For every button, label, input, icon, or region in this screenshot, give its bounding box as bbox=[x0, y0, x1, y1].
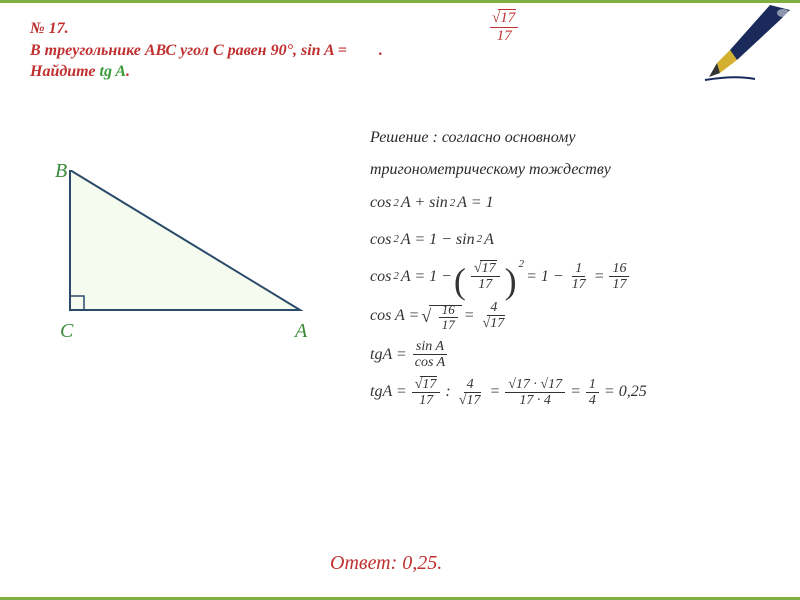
equation-3: cos2 A = 1 − ( 17 17 )2 = 1 − 1 17 = 16 … bbox=[370, 261, 770, 293]
eq3-exp: 2 bbox=[393, 266, 399, 287]
eq3-arg: A = 1 − bbox=[401, 262, 452, 292]
eq6-f1: 17 17 bbox=[412, 377, 441, 409]
eq4-f2d: 17 bbox=[488, 315, 505, 331]
equation-2: cos2 A = 1 − sin2 A bbox=[370, 225, 770, 255]
eq3-f1d: 17 bbox=[475, 277, 495, 292]
eq6-eq1: = bbox=[489, 377, 500, 407]
eq3-f1n: 17 bbox=[480, 260, 497, 276]
eq4-frac2: 4 17 bbox=[480, 300, 509, 332]
eq2-exp1: 2 bbox=[393, 229, 399, 250]
problem-number: № 17. bbox=[30, 20, 69, 37]
eq6-f1n: 17 bbox=[420, 376, 437, 392]
eq2-cos: cos bbox=[370, 225, 391, 255]
equation-6: tgA = 17 17 : 4 17 = √17 · √17 17 · 4 = … bbox=[370, 377, 770, 409]
eq3-f3d: 17 bbox=[609, 277, 629, 292]
eq4-frac1: 16 17 bbox=[439, 303, 458, 333]
triangle-diagram: B C A bbox=[40, 170, 320, 370]
eq6-f1d: 17 bbox=[416, 393, 436, 408]
tg-a-label: tg A bbox=[100, 63, 127, 80]
equation-5: tgA = sin A cos A bbox=[370, 339, 770, 371]
eq2-exp2: 2 bbox=[477, 229, 483, 250]
eq3-f2n: 1 bbox=[572, 261, 585, 277]
eq2-arg2: A bbox=[484, 225, 494, 255]
triangle-svg bbox=[40, 170, 320, 350]
eq3-f2d: 17 bbox=[569, 277, 589, 292]
eq1-exp1: 2 bbox=[393, 193, 399, 214]
eq3-eq: = bbox=[594, 262, 605, 292]
problem-line1a: В треугольнике АВС угол С равен 90°, sin… bbox=[30, 42, 347, 59]
eq4-eq: = bbox=[464, 301, 475, 331]
eq6-eq2: = bbox=[570, 377, 581, 407]
eq5-frac: sin A cos A bbox=[412, 339, 448, 371]
triangle-shape bbox=[70, 170, 300, 310]
eq5-lhs: tgA = bbox=[370, 340, 407, 370]
eq6-f4n: 1 bbox=[586, 377, 599, 393]
eq3-f3n: 16 bbox=[609, 261, 629, 277]
problem-statement: № 17. В треугольнике АВС угол С равен 90… bbox=[30, 18, 550, 83]
eq6-f3d: 17 · 4 bbox=[516, 393, 554, 408]
eq6-eq3: = 0,25 bbox=[604, 377, 647, 407]
vertex-b-label: B bbox=[55, 160, 67, 183]
eq6-f3n: √17 · √17 bbox=[505, 377, 565, 393]
eq3-paren-exp: 2 bbox=[519, 254, 525, 275]
eq4-pre: cos A = bbox=[370, 301, 419, 331]
eq6-f3: √17 · √17 17 · 4 bbox=[505, 377, 565, 409]
eq5-n: sin A bbox=[413, 339, 447, 355]
eq6-f4d: 4 bbox=[586, 393, 599, 408]
eq6-lhs: tgA = bbox=[370, 377, 407, 407]
eq6-f2: 4 17 bbox=[456, 377, 485, 409]
sin-num-radicand: 17 bbox=[498, 9, 516, 26]
eq4-rn: 16 bbox=[439, 303, 458, 318]
eq3-frac2: 1 17 bbox=[569, 261, 589, 293]
eq6-f2d: 17 bbox=[464, 392, 481, 408]
solution-intro1: Решение : согласно основному bbox=[370, 125, 770, 151]
problem-line2b: . bbox=[126, 63, 130, 80]
sin-denominator: 17 bbox=[490, 28, 518, 45]
vertex-c-label: C bbox=[60, 320, 73, 343]
eq1-arg2: A = 1 bbox=[457, 188, 493, 218]
eq1-exp2: 2 bbox=[450, 193, 456, 214]
eq4-f2n: 4 bbox=[487, 300, 500, 316]
eq2-arg1: A = 1 − sin bbox=[401, 225, 475, 255]
eq6-f4: 1 4 bbox=[586, 377, 599, 409]
eq6-f2n: 4 bbox=[464, 377, 477, 393]
eq6-div: : bbox=[445, 377, 450, 407]
eq5-d: cos A bbox=[412, 355, 448, 370]
answer-text: Ответ: 0,25. bbox=[330, 552, 442, 575]
equation-1: cos2 A + sin2 A = 1 bbox=[370, 188, 770, 218]
problem-line2a: Найдите bbox=[30, 63, 100, 80]
equation-4: cos A = 16 17 = 4 17 bbox=[370, 299, 770, 333]
eq3-cos: cos bbox=[370, 262, 391, 292]
solution-intro2: тригонометрическому тождеству bbox=[370, 157, 770, 183]
solution-block: Решение : согласно основному тригонометр… bbox=[370, 125, 770, 415]
vertex-a-label: A bbox=[295, 320, 307, 343]
eq3-mid: = 1 − bbox=[526, 262, 564, 292]
problem-line1b: . bbox=[379, 42, 383, 59]
eq4-rd: 17 bbox=[439, 318, 458, 332]
pen-icon bbox=[695, 5, 795, 85]
eq1-cos: cos bbox=[370, 188, 391, 218]
eq3-frac1: 17 17 bbox=[471, 261, 500, 293]
sin-value-fraction: 17 17 bbox=[490, 10, 518, 44]
eq3-frac3: 16 17 bbox=[609, 261, 629, 293]
eq1-arg1: A + sin bbox=[401, 188, 448, 218]
